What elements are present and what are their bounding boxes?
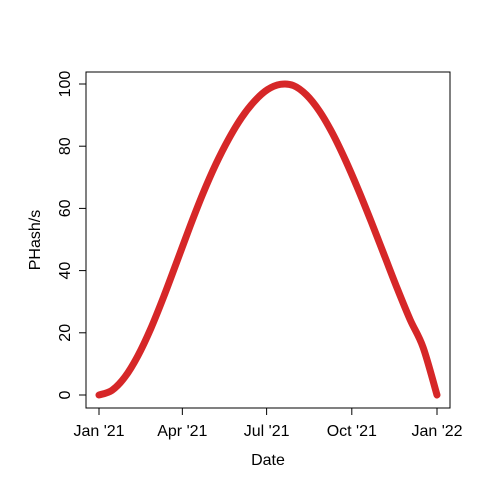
x-tick-label: Jan '21	[73, 423, 124, 440]
x-axis-title: Date	[251, 452, 285, 469]
x-tick-label: Oct '21	[327, 423, 377, 440]
plot-area	[95, 80, 441, 399]
y-tick-label: 60	[57, 199, 74, 217]
x-tick-label: Jan '22	[411, 423, 462, 440]
y-tick-label: 40	[57, 262, 74, 280]
x-tick-label: Apr '21	[157, 423, 207, 440]
y-axis: 0 20 40 60 80 100	[57, 71, 87, 399]
y-tick-label: 0	[57, 390, 74, 399]
x-tick-label: Jul '21	[244, 423, 290, 440]
y-axis-title: PHash/s	[27, 210, 44, 270]
y-tick-label: 20	[57, 324, 74, 342]
x-axis: Jan '21 Apr '21 Jul '21 Oct '21 Jan '22	[73, 407, 463, 440]
series-line-0	[95, 80, 441, 399]
y-tick-label: 80	[57, 137, 74, 155]
y-tick-label: 100	[57, 71, 74, 98]
